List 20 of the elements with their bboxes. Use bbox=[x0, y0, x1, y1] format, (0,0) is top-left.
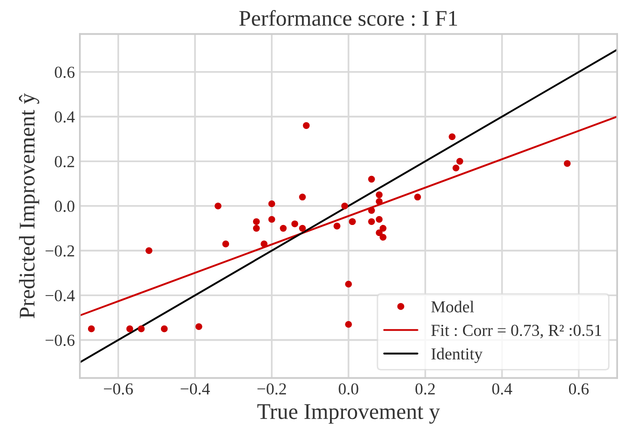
y-tick-label: 0.0 bbox=[54, 200, 74, 212]
x-tick-label: 0.0 bbox=[338, 383, 358, 395]
x-tick-label: 0.6 bbox=[568, 383, 589, 395]
legend-label: Model bbox=[431, 300, 474, 312]
legend-label: Fit : Corr = 0.73, R² :0.51 bbox=[431, 324, 602, 338]
x-tick-label: −0.4 bbox=[180, 383, 210, 395]
y-tick-label: −0.4 bbox=[46, 290, 75, 302]
x-tick-label: 0.2 bbox=[415, 383, 435, 395]
y-tick-label: −0.2 bbox=[46, 245, 74, 257]
x-tick-label: −0.2 bbox=[257, 383, 286, 395]
y-tick-label: 0.4 bbox=[54, 111, 75, 123]
y-axis-title: Predicted Improvement ŷ bbox=[18, 93, 40, 318]
x-axis-title: True Improvement y bbox=[257, 404, 440, 424]
y-tick-label: 0.6 bbox=[54, 66, 75, 78]
x-tick-label: 0.4 bbox=[492, 383, 512, 395]
x-tick-label: −0.6 bbox=[104, 383, 133, 395]
y-tick-label: 0.2 bbox=[54, 156, 74, 168]
legend-label: Identity bbox=[431, 348, 483, 363]
chart-title: Performance score : I F1 bbox=[239, 10, 458, 26]
y-tick-label: −0.6 bbox=[46, 334, 75, 346]
